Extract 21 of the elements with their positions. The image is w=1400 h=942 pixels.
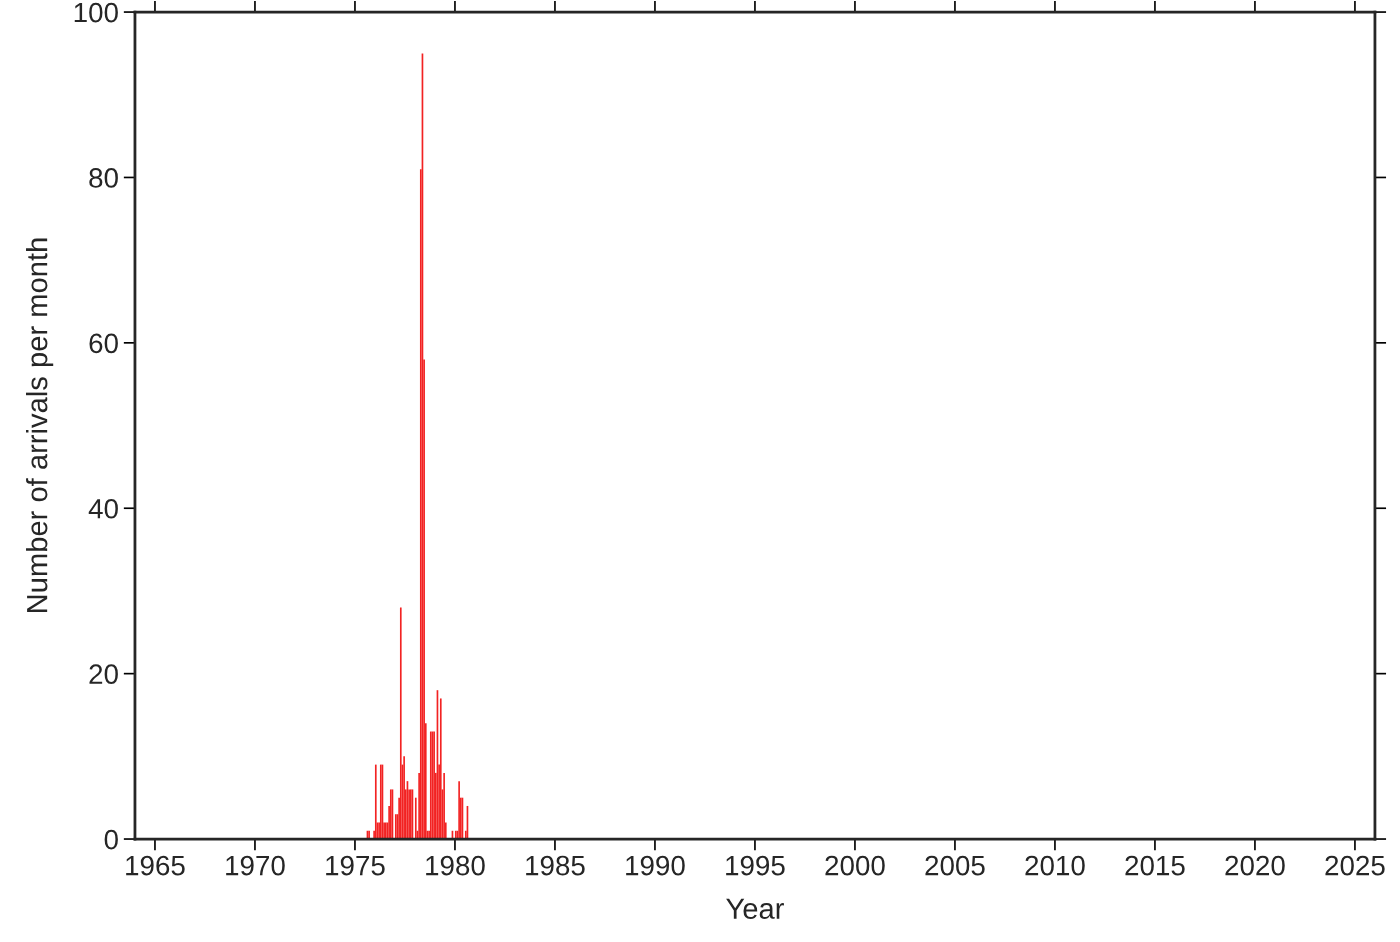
x-tick-label: 1965	[126, 855, 185, 876]
x-tick-label: 2010	[1025, 855, 1085, 876]
x-tick-label: 1995	[726, 855, 785, 876]
x-tick-label: 2000	[825, 855, 885, 876]
y-tick-label: 100	[74, 2, 118, 23]
x-tick-label: 1975	[326, 855, 385, 876]
x-tick-label: 2005	[925, 855, 985, 876]
y-tick-label: 40	[88, 498, 118, 519]
y-tick-label: 60	[89, 333, 118, 354]
x-tick-label: 2015	[1125, 855, 1185, 876]
x-tick-label: 1985	[526, 855, 585, 876]
y-tick-label: 0	[104, 829, 118, 850]
x-tick-label: 1970	[226, 855, 285, 876]
x-tick-label: 1980	[426, 855, 485, 876]
y-axis-title: Number of arrivals per month	[26, 238, 54, 612]
x-axis-title: Year	[726, 898, 784, 919]
x-tick-label: 2025	[1325, 855, 1385, 876]
x-tick-label: 1990	[626, 855, 685, 876]
y-tick-label: 20	[89, 664, 118, 684]
y-tick-label: 80	[89, 168, 118, 188]
x-tick-label: 2020	[1225, 855, 1285, 876]
